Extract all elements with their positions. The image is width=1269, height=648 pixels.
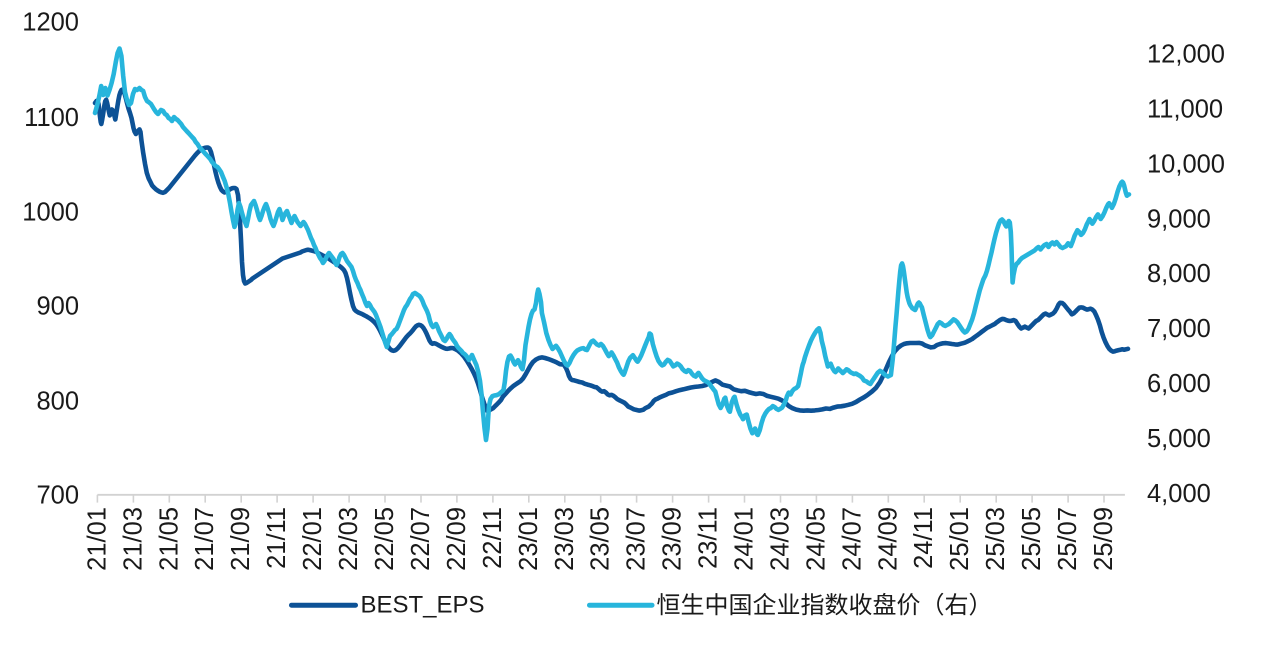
svg-text:1000: 1000 (22, 199, 79, 227)
svg-text:9,000: 9,000 (1147, 205, 1211, 233)
svg-text:900: 900 (36, 293, 79, 321)
svg-text:23/07: 23/07 (623, 507, 651, 571)
svg-text:25/05: 25/05 (1018, 507, 1046, 571)
svg-text:1100: 1100 (24, 104, 79, 132)
svg-text:700: 700 (36, 482, 79, 510)
svg-text:24/01: 24/01 (731, 507, 759, 571)
svg-text:22/09: 22/09 (443, 507, 471, 571)
svg-text:10,000: 10,000 (1147, 150, 1225, 178)
svg-text:25/03: 25/03 (982, 507, 1010, 571)
svg-text:12,000: 12,000 (1147, 41, 1225, 69)
svg-text:4,000: 4,000 (1147, 480, 1211, 508)
svg-text:BEST_EPS: BEST_EPS (361, 592, 485, 619)
svg-text:21/09: 21/09 (227, 507, 255, 571)
svg-text:21/03: 21/03 (119, 507, 147, 571)
svg-text:21/07: 21/07 (191, 507, 219, 571)
svg-text:24/07: 24/07 (838, 507, 866, 571)
svg-text:23/05: 23/05 (587, 507, 615, 571)
svg-text:22/03: 22/03 (335, 507, 363, 571)
svg-text:23/01: 23/01 (515, 507, 543, 571)
svg-text:23/03: 23/03 (551, 507, 579, 571)
svg-text:21/01: 21/01 (83, 507, 111, 571)
svg-text:6,000: 6,000 (1147, 370, 1211, 398)
svg-text:25/09: 25/09 (1090, 507, 1118, 571)
svg-text:21/05: 21/05 (155, 507, 183, 571)
svg-text:8,000: 8,000 (1147, 260, 1211, 288)
svg-text:22/07: 22/07 (407, 507, 435, 571)
svg-text:7,000: 7,000 (1147, 315, 1211, 343)
svg-text:24/11: 24/11 (910, 507, 938, 569)
svg-text:25/07: 25/07 (1054, 507, 1082, 571)
svg-text:24/09: 24/09 (874, 507, 902, 571)
svg-text:23/09: 23/09 (659, 507, 687, 571)
svg-text:24/05: 24/05 (802, 507, 830, 571)
svg-text:11,000: 11,000 (1147, 96, 1223, 124)
svg-text:24/03: 24/03 (767, 507, 795, 571)
svg-text:22/11: 22/11 (479, 507, 507, 569)
svg-text:1200: 1200 (22, 8, 79, 36)
svg-text:22/05: 22/05 (371, 507, 399, 571)
svg-text:5,000: 5,000 (1147, 425, 1211, 453)
svg-text:800: 800 (36, 388, 79, 416)
svg-text:23/11: 23/11 (695, 507, 723, 569)
svg-text:22/01: 22/01 (299, 507, 327, 571)
svg-text:25/01: 25/01 (946, 507, 974, 571)
svg-text:21/11: 21/11 (263, 507, 291, 569)
